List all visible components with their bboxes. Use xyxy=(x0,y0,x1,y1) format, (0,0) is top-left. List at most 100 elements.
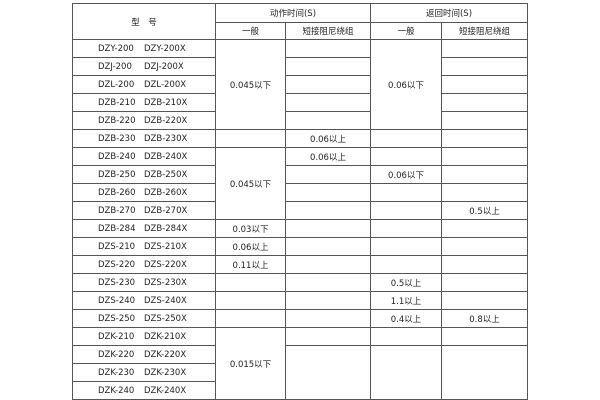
model-x-label: DZB-240X xyxy=(144,151,188,162)
action-general-cell xyxy=(215,129,286,148)
return-short-damping-cell xyxy=(441,237,528,256)
table-row: DZB-284 DZB-284X 0.03以下 xyxy=(72,219,528,238)
model-label: DZB-270 xyxy=(98,205,136,216)
return-short-damping-cell xyxy=(441,111,528,130)
table-row: DZK-240 DZK-240X xyxy=(72,381,528,400)
model-cell: DZB-210 DZB-210X xyxy=(72,93,216,112)
model-label: DZB-260 xyxy=(98,187,136,198)
model-x-label: DZB-230X xyxy=(144,133,188,144)
table-row: DZS-230 DZS-230X 0.5以上 xyxy=(72,273,528,292)
model-label: DZB-250 xyxy=(98,169,136,180)
model-x-label: DZB-270X xyxy=(144,205,188,216)
action-short-damping-cell xyxy=(285,111,371,130)
header-return-short-damping: 短接阻尼绕组 xyxy=(441,22,528,40)
model-cell: DZJ-200 DZJ-200X xyxy=(72,57,216,76)
return-general-cell xyxy=(370,147,442,166)
return-general-cell xyxy=(370,255,442,274)
return-general-cell xyxy=(370,327,442,346)
model-x-label: DZK-230X xyxy=(144,367,187,378)
model-label: DZS-210 xyxy=(98,241,136,252)
header-model: 型 号 xyxy=(72,3,216,40)
action-short-damping-cell xyxy=(285,237,371,256)
return-general-cell xyxy=(370,183,442,202)
model-cell: DZB-220 DZB-220X xyxy=(72,111,216,130)
return-general-cell: 0.5以上 xyxy=(370,273,442,292)
action-short-damping-cell xyxy=(285,219,371,238)
table-row: DZB-210 DZB-210X xyxy=(72,93,528,112)
model-x-label: DZS-230X xyxy=(144,277,187,288)
action-short-damping-cell xyxy=(285,183,371,202)
model-label: DZB-220 xyxy=(98,115,136,126)
model-cell: DZB-230 DZB-230X xyxy=(72,129,216,148)
model-cell: DZK-220 DZK-220X xyxy=(72,345,216,364)
model-cell: DZB-260 DZB-260X xyxy=(72,183,216,202)
table-row: DZB-270 DZB-270X 0.5以上 xyxy=(72,201,528,220)
return-short-damping-cell: 0.8以上 xyxy=(441,309,528,328)
return-short-damping-cell xyxy=(441,165,528,184)
table-row: DZS-210 DZS-210X 0.06以上 xyxy=(72,237,528,256)
header-action-general: 一般 xyxy=(215,22,286,40)
action-short-damping-cell xyxy=(285,93,371,112)
action-short-damping-cell xyxy=(285,273,371,292)
action-general-cell xyxy=(215,291,286,310)
return-short-damping-cell xyxy=(441,75,528,94)
return-general-cell: 0.06以下 xyxy=(370,39,442,130)
model-label: DZK-230 xyxy=(98,367,135,378)
model-label: DZY-200 xyxy=(98,43,134,54)
model-label: DZK-220 xyxy=(98,349,135,360)
table-row: DZB-220 DZB-220X xyxy=(72,111,528,130)
return-short-damping-cell xyxy=(441,57,528,76)
table-row: DZL-200 DZL-200X xyxy=(72,75,528,94)
header-return-general: 一般 xyxy=(370,22,442,40)
return-short-damping-cell xyxy=(441,219,528,238)
action-general-cell: 0.045以下 xyxy=(215,39,286,130)
table-row: DZJ-200 DZJ-200X xyxy=(72,57,528,76)
model-cell: DZB-270 DZB-270X xyxy=(72,201,216,220)
return-general-cell: 1.1以上 xyxy=(370,291,442,310)
action-short-damping-cell: 0.06以上 xyxy=(285,129,371,148)
return-short-damping-cell xyxy=(441,39,528,58)
return-short-damping-cell xyxy=(441,291,528,310)
table-row: DZS-240 DZS-240X 1.1以上 xyxy=(72,291,528,310)
table-row: DZK-210 DZK-210X 0.015以下 xyxy=(72,327,528,400)
model-cell: DZS-230 DZS-230X xyxy=(72,273,216,292)
table-row: DZK-220 DZK-220X xyxy=(72,345,528,400)
action-short-damping-cell xyxy=(285,165,371,184)
model-x-label: DZK-210X xyxy=(144,331,187,342)
action-general-cell: 0.045以下 xyxy=(215,147,286,220)
return-general-cell xyxy=(370,129,442,148)
return-short-damping-cell xyxy=(441,147,528,166)
model-label: DZS-220 xyxy=(98,259,136,270)
return-short-damping-cell xyxy=(441,129,528,148)
model-x-label: DZB-260X xyxy=(144,187,188,198)
action-short-damping-cell xyxy=(285,345,371,400)
return-general-cell xyxy=(370,237,442,256)
return-short-damping-cell: 0.5以上 xyxy=(441,201,528,220)
table-row: DZB-240 DZB-240X 0.045以下 0.06以上 xyxy=(72,147,528,220)
model-label: DZS-250 xyxy=(98,313,136,324)
model-x-label: DZL-200X xyxy=(144,79,187,90)
model-label: DZB-240 xyxy=(98,151,136,162)
table-row: DZS-220 DZS-220X 0.11以上 xyxy=(72,255,528,274)
action-general-cell: 0.11以上 xyxy=(215,255,286,274)
return-general-cell xyxy=(370,219,442,238)
model-x-label: DZB-250X xyxy=(144,169,188,180)
table-row: DZY-200 DZY-200X 0.045以下 0.06以下 xyxy=(72,39,528,130)
model-cell: DZL-200 DZL-200X xyxy=(72,75,216,94)
action-general-cell: 0.015以下 xyxy=(215,327,286,400)
model-label: DZB-210 xyxy=(98,97,136,108)
model-label: DZS-240 xyxy=(98,295,136,306)
model-x-label: DZB-284X xyxy=(144,223,188,234)
action-short-damping-cell xyxy=(285,39,371,58)
action-short-damping-cell xyxy=(285,201,371,220)
table-row: DZS-250 DZS-250X 0.4以上 0.8以上 xyxy=(72,309,528,328)
table-row: DZB-230 DZB-230X 0.06以上 xyxy=(72,129,528,148)
action-general-cell xyxy=(215,309,286,328)
action-short-damping-cell xyxy=(285,291,371,310)
return-general-cell xyxy=(370,345,442,400)
header-return-time: 返回时间(S) xyxy=(370,3,528,23)
return-general-cell: 0.4以上 xyxy=(370,309,442,328)
model-x-label: DZJ-200X xyxy=(144,61,184,72)
action-short-damping-cell xyxy=(285,57,371,76)
model-cell: DZK-210 DZK-210X xyxy=(72,327,216,346)
